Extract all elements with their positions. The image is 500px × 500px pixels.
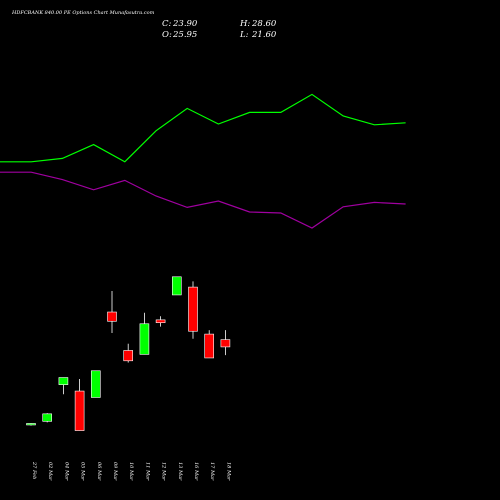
x-tick-label: 02 Mar <box>47 462 53 481</box>
candle-body <box>91 370 101 398</box>
candle-body <box>204 333 214 359</box>
candle-17-mar <box>204 330 214 359</box>
candlesticks <box>26 276 231 431</box>
x-tick-label: 06 Mar <box>96 462 102 481</box>
indicator-lines <box>0 93 406 229</box>
candle-body <box>155 319 166 324</box>
x-tick-label: 04 Mar <box>63 462 69 481</box>
close-label: C: <box>162 19 172 29</box>
x-tick-label: 09 Mar <box>112 462 118 481</box>
candle-body <box>188 286 198 332</box>
x-tick-label: 13 Mar <box>177 462 183 481</box>
high-value: 28.60 <box>251 19 277 29</box>
green-indicator-line <box>0 93 406 163</box>
candle-12-mar <box>155 316 166 327</box>
open-value: 25.95 <box>172 30 197 40</box>
x-tick-label: 10 Mar <box>128 462 134 481</box>
low-label: L: <box>239 30 249 40</box>
candle-04-mar <box>58 377 69 395</box>
candle-11-mar <box>139 312 150 355</box>
candle-13-mar <box>172 276 182 296</box>
open-label: O: <box>162 30 172 40</box>
candle-body <box>172 276 182 296</box>
candle-06-mar <box>91 370 101 398</box>
candle-body <box>26 423 36 426</box>
ohlc-readout: C: 23.90 H: 28.60 O: 25.95 L: 21.60 <box>162 19 277 40</box>
candle-27-feb <box>26 423 36 426</box>
candle-16-mar <box>188 281 198 339</box>
candle-body <box>139 323 150 355</box>
candle-body <box>74 390 85 431</box>
chart-title: HDFCBANK 840.00 PE Options Chart Munafas… <box>11 10 155 16</box>
candle-09-mar <box>107 291 117 334</box>
close-value: 23.90 <box>172 19 198 29</box>
x-axis-ticks: 27 Feb 02 Mar 04 Mar 05 Mar 06 Mar 09 Mar 10 M… <box>31 461 231 481</box>
candle-02-mar <box>42 413 53 423</box>
candle-body <box>58 377 69 385</box>
x-tick-label: 17 Mar <box>209 462 215 481</box>
candle-18-mar <box>220 330 231 356</box>
x-tick-label: 05 Mar <box>80 462 86 481</box>
candle-body <box>220 339 231 348</box>
candle-body <box>42 413 53 422</box>
candle-body <box>107 311 117 322</box>
magenta-indicator-line <box>0 171 406 229</box>
x-tick-label: 18 Mar <box>225 462 231 481</box>
x-tick-label: 27 Feb <box>31 461 37 479</box>
candle-body <box>123 350 133 362</box>
candle-10-mar <box>123 343 133 363</box>
high-label: H: <box>239 19 250 29</box>
candle-05-mar <box>74 378 85 431</box>
low-value: 21.60 <box>251 30 277 40</box>
x-tick-label: 16 Mar <box>193 462 199 481</box>
x-tick-label: 12 Mar <box>161 462 167 481</box>
x-tick-label: 11 Mar <box>144 462 150 481</box>
